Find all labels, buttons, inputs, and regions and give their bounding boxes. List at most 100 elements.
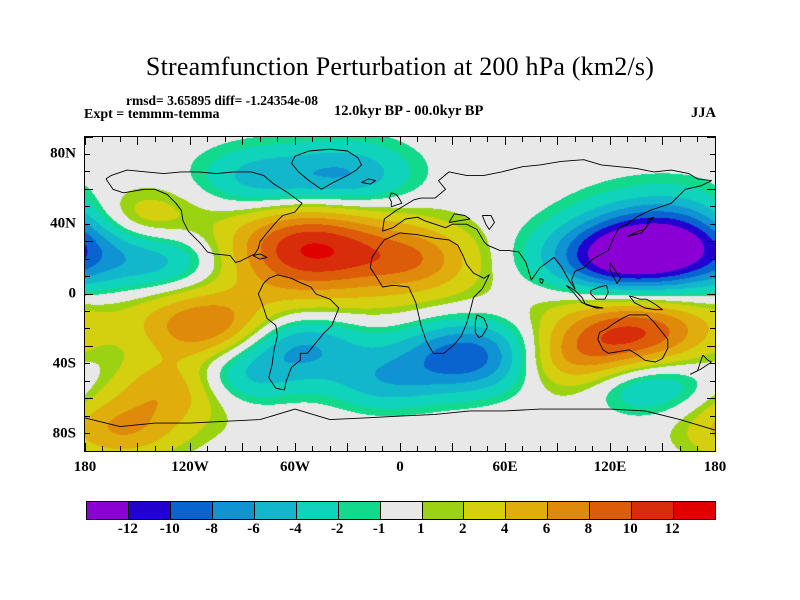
colorbar-tick-label: 12 — [664, 521, 680, 537]
x-axis-tick — [277, 446, 278, 451]
y-axis-tick — [710, 415, 715, 417]
map-plot-area[interactable] — [84, 136, 716, 452]
y-axis-tick — [707, 398, 715, 400]
x-axis-tick — [154, 446, 156, 451]
x-axis-tick — [224, 446, 226, 451]
x-axis-tick — [399, 137, 401, 145]
y-axis-tick — [710, 223, 715, 225]
y-axis-tick — [710, 258, 715, 260]
y-axis-tick — [85, 328, 90, 330]
x-axis-tick — [84, 443, 86, 451]
x-axis-tick — [609, 137, 611, 145]
y-axis-tick — [85, 188, 93, 190]
x-axis-tick — [84, 137, 86, 145]
y-axis-tick — [85, 223, 90, 225]
x-axis-tick — [277, 137, 278, 142]
x-axis-tick — [539, 446, 541, 451]
y-axis-label: 0 — [68, 285, 77, 302]
x-axis-label: 180 — [73, 459, 97, 475]
coastline-path — [105, 169, 303, 264]
colorbar-tick-label: -2 — [330, 521, 344, 537]
x-axis-tick — [522, 137, 523, 142]
x-axis-tick — [312, 137, 313, 142]
y-axis-tick — [710, 363, 715, 365]
colorbar-segment — [506, 502, 549, 519]
x-axis-tick — [347, 443, 348, 451]
colorbar-tick-label: -10 — [159, 521, 180, 537]
y-axis-tick — [85, 258, 90, 260]
x-axis-tick — [364, 137, 366, 142]
x-axis-tick — [714, 443, 716, 451]
colorbar-tick-label: 6 — [542, 521, 551, 537]
x-axis-tick — [539, 137, 541, 142]
x-axis-tick — [329, 137, 331, 142]
x-axis-tick — [224, 137, 226, 142]
y-axis-tick — [707, 188, 715, 190]
x-axis-tick — [312, 446, 313, 451]
y-axis-label: 80N — [50, 145, 76, 162]
colorbar-tick-label: -1 — [372, 521, 386, 537]
x-axis-label: 120W — [171, 459, 209, 475]
x-axis-tick — [137, 137, 138, 145]
x-axis-tick — [557, 443, 558, 451]
x-axis-tick — [452, 137, 453, 145]
x-axis-tick — [102, 446, 103, 451]
y-axis-tick — [707, 136, 715, 138]
y-axis-tick — [85, 171, 90, 173]
coastline-path — [609, 262, 621, 284]
x-axis-tick — [294, 137, 296, 145]
colorbar-segment — [590, 502, 633, 519]
x-axis-label: 120E — [593, 459, 627, 475]
colorbar-segment — [296, 502, 339, 519]
page-title: Streamfunction Perturbation at 200 hPa (… — [145, 52, 655, 81]
colorbar-segment — [338, 502, 381, 519]
coastline-path — [627, 216, 655, 237]
y-axis-tick — [710, 380, 715, 382]
y-axis-tick — [85, 398, 93, 400]
x-axis-tick — [522, 446, 523, 451]
x-axis-tick — [242, 137, 243, 145]
x-axis-tick — [487, 137, 488, 142]
colorbar-segment — [464, 502, 507, 519]
coastline-path — [481, 215, 495, 230]
x-axis-tick — [592, 137, 593, 142]
colorbar-segment — [254, 502, 297, 519]
experiment-label: Expt = temmm-temma — [84, 107, 220, 122]
x-axis-tick — [259, 446, 261, 451]
coastline-path — [369, 232, 490, 354]
coastline-path — [361, 178, 376, 185]
x-axis-tick — [189, 137, 191, 145]
coastline-path — [448, 213, 471, 223]
x-axis-tick — [662, 443, 663, 451]
coastline-path — [252, 253, 268, 260]
x-axis-tick — [469, 446, 471, 451]
x-axis-tick — [189, 443, 191, 451]
x-axis-tick — [679, 137, 681, 142]
y-axis-tick — [707, 293, 715, 295]
y-axis-tick — [707, 241, 715, 243]
coastline-path — [257, 274, 340, 391]
x-axis-tick — [469, 137, 471, 142]
coastline-path — [597, 314, 669, 363]
x-axis-tick — [207, 446, 208, 451]
coastline-path — [690, 354, 712, 375]
season-label: JJA — [691, 105, 716, 121]
y-axis-tick — [710, 433, 715, 435]
rmsd-statistics-label: rmsd= 3.65895 diff= -1.24354e-08 — [126, 93, 318, 108]
colorbar-tick-label: 10 — [622, 521, 638, 537]
x-axis-tick — [382, 446, 383, 451]
colorbar-segment — [170, 502, 213, 519]
y-axis-tick — [85, 363, 90, 365]
coastline-path — [628, 295, 663, 311]
colorbar-segment — [380, 502, 423, 519]
x-axis-tick — [434, 446, 436, 451]
x-axis-tick — [399, 443, 401, 451]
coastline-path — [474, 314, 488, 339]
x-axis-tick — [172, 137, 173, 142]
x-axis-tick — [504, 137, 506, 145]
x-axis-tick — [504, 443, 506, 451]
x-axis-tick — [102, 137, 103, 142]
y-axis-tick — [85, 293, 93, 295]
x-axis-tick — [574, 446, 576, 451]
colorbar[interactable] — [86, 501, 716, 520]
